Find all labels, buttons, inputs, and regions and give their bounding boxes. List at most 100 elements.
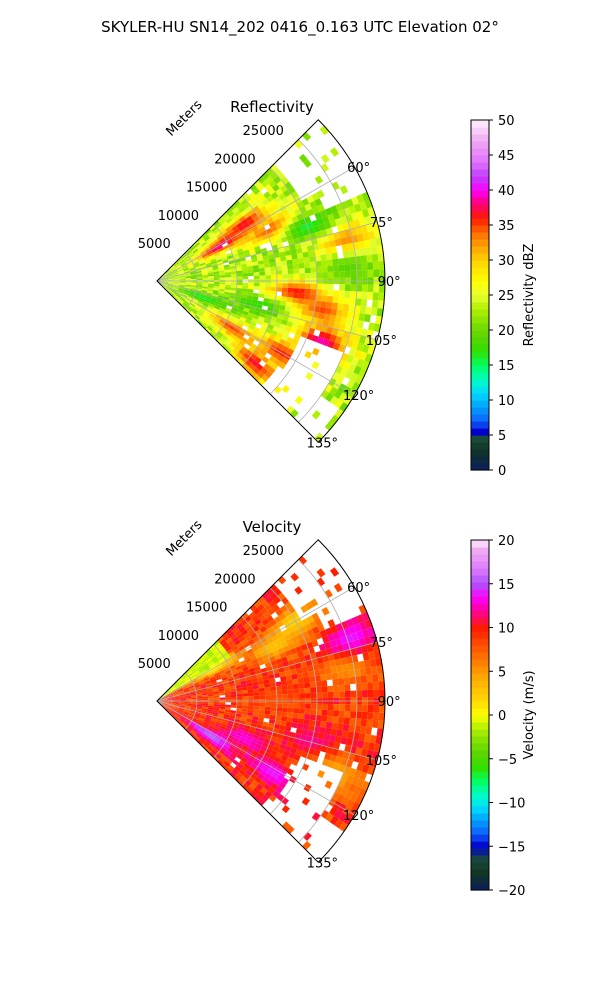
radar-gate <box>248 208 256 216</box>
radar-gate <box>349 676 356 685</box>
radar-gate <box>216 681 224 685</box>
radar-gate <box>193 250 200 255</box>
colorbar-segment <box>471 176 489 184</box>
radar-gate <box>171 288 178 293</box>
radar-gate <box>247 292 254 297</box>
radar-gate <box>213 335 220 342</box>
radar-gate <box>206 306 213 312</box>
radar-gate <box>179 277 186 280</box>
radar-gate <box>200 714 207 718</box>
radar-gate <box>298 236 306 243</box>
radar-gate <box>221 300 228 306</box>
radar-gate <box>295 308 303 315</box>
radar-gate <box>322 692 328 699</box>
radar-gate <box>213 287 220 291</box>
radar-gate <box>230 247 237 253</box>
radar-gate <box>273 176 282 185</box>
radar-gate <box>254 198 262 206</box>
radar-gate <box>245 718 253 723</box>
radar-gate <box>225 697 232 700</box>
sector-frame <box>156 539 386 863</box>
radar-gate <box>280 296 288 302</box>
radar-gate <box>221 212 228 219</box>
radar-gate <box>283 245 291 252</box>
radar-gate <box>200 239 206 246</box>
radar-gate <box>162 701 169 704</box>
radar-gate <box>205 648 212 655</box>
radar-gate <box>195 291 202 295</box>
radar-gate <box>361 344 370 354</box>
radar-gate <box>270 315 277 322</box>
radar-gate <box>367 262 374 270</box>
radar-gate <box>315 260 322 268</box>
radar-gate <box>331 371 340 381</box>
radar-gate <box>359 248 367 256</box>
radar-gate <box>249 741 257 747</box>
radar-gate <box>217 309 225 315</box>
radar-gate <box>199 715 206 720</box>
radar-gate <box>172 272 179 275</box>
radar-gate <box>340 216 348 225</box>
radar-gate <box>170 710 176 715</box>
radar-gate <box>173 295 179 301</box>
radar-gate <box>330 246 338 254</box>
radar-gate <box>281 617 289 625</box>
radar-gate <box>327 691 334 699</box>
radar-gate <box>322 739 330 747</box>
radar-gate <box>327 653 335 662</box>
radar-gate <box>273 596 282 605</box>
radar-gate <box>183 289 190 293</box>
radar-gate <box>210 742 217 748</box>
radar-gate <box>316 656 324 664</box>
radar-gate <box>327 265 334 273</box>
colorbar-segment <box>471 120 489 128</box>
radar-gate <box>215 676 222 681</box>
radar-gate <box>241 266 248 271</box>
radar-gate <box>213 238 220 244</box>
radar-gate <box>230 694 237 698</box>
radar-gate <box>338 716 345 724</box>
radar-gate <box>234 662 241 668</box>
radar-gate <box>304 713 311 720</box>
colorbar-tick-label: 5 <box>498 429 506 444</box>
radar-gate <box>182 266 189 270</box>
radar-gate <box>207 287 214 290</box>
radar-gate <box>332 678 339 686</box>
radar-gate <box>236 276 243 280</box>
radar-gate <box>333 710 340 717</box>
radar-gate <box>333 809 343 819</box>
radar-gate <box>308 305 315 312</box>
radar-gate <box>179 281 186 283</box>
radar-gate <box>304 654 312 662</box>
radar-gate <box>297 324 305 332</box>
radar-gate <box>161 694 167 698</box>
radar-gate <box>266 779 274 787</box>
radar-gate <box>194 266 201 270</box>
radar-gate <box>196 311 203 317</box>
radar-gate <box>303 256 310 263</box>
radar-gate <box>207 316 214 323</box>
radar-gate <box>183 255 189 261</box>
radar-gate <box>219 749 226 755</box>
colorbar-tick-label: 10 <box>498 394 515 409</box>
radar-gate <box>263 363 271 371</box>
radar-gate <box>259 695 266 700</box>
radar-gate <box>273 218 281 226</box>
radar-gate <box>182 723 188 729</box>
radar-gate <box>294 628 302 636</box>
radar-gate <box>338 258 345 266</box>
radar-gate <box>238 750 245 757</box>
radar-gate <box>224 291 231 296</box>
radar-gate <box>198 717 205 722</box>
radar-gate <box>371 751 380 761</box>
radar-gate <box>264 622 272 630</box>
radar-gate <box>177 709 184 713</box>
radar-gate <box>338 290 345 298</box>
radar-gate <box>192 297 199 302</box>
radar-gate <box>184 300 190 306</box>
colorbar-segment <box>471 162 489 170</box>
radar-gate <box>253 709 260 714</box>
radar-gate <box>211 309 218 315</box>
radar-gate <box>176 265 182 270</box>
radar-gate <box>185 678 191 683</box>
